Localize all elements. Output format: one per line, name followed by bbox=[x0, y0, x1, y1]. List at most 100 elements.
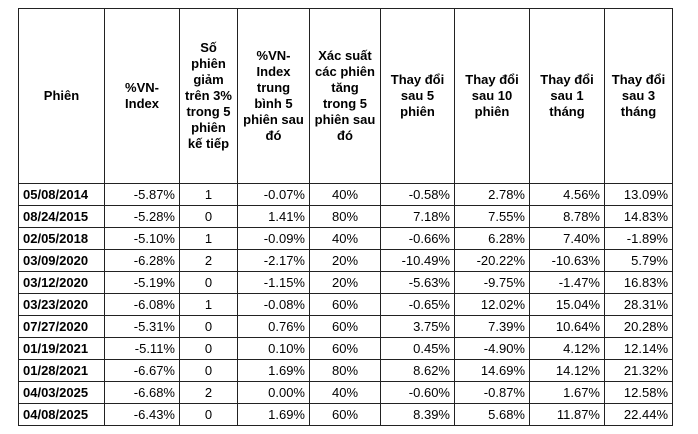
table-row: 05/08/2014 -5.87% 1 -0.07% 40% -0.58% 2.78% 4.5… bbox=[18, 183, 673, 206]
table-cell: 0.76% bbox=[237, 315, 310, 338]
table-cell: 22.44% bbox=[604, 403, 673, 426]
table-cell: -0.08% bbox=[237, 293, 310, 316]
table-cell: 20.28% bbox=[604, 315, 673, 338]
table-cell: 04/08/2025 bbox=[18, 403, 105, 426]
table-cell: 40% bbox=[309, 381, 381, 404]
table-cell: 60% bbox=[309, 293, 381, 316]
table-cell: -6.43% bbox=[104, 403, 180, 426]
header-row: Phiên %VN-Index Số phiên giảm trên 3% tron… bbox=[18, 8, 673, 184]
table-cell: 0 bbox=[179, 403, 238, 426]
table-cell: -4.90% bbox=[454, 337, 530, 360]
table-cell: 01/19/2021 bbox=[18, 337, 105, 360]
table-cell: -1.89% bbox=[604, 227, 673, 250]
table-cell: 14.69% bbox=[454, 359, 530, 382]
table-cell: -5.10% bbox=[104, 227, 180, 250]
table-cell: 1.41% bbox=[237, 205, 310, 228]
table-cell: 0.00% bbox=[237, 381, 310, 404]
table-cell: 2 bbox=[179, 381, 238, 404]
table-cell: 08/24/2015 bbox=[18, 205, 105, 228]
table-cell: 12.58% bbox=[604, 381, 673, 404]
table-cell: 3.75% bbox=[380, 315, 455, 338]
table-cell: 1.69% bbox=[237, 359, 310, 382]
table-cell: 7.55% bbox=[454, 205, 530, 228]
table-cell: 0 bbox=[179, 315, 238, 338]
table-cell: -0.07% bbox=[237, 183, 310, 206]
table-cell: 60% bbox=[309, 315, 381, 338]
table-cell: 80% bbox=[309, 205, 381, 228]
table-cell: -2.17% bbox=[237, 249, 310, 272]
table-cell: 0.45% bbox=[380, 337, 455, 360]
table-cell: 8.78% bbox=[529, 205, 605, 228]
header-cell: Thay đổi sau 10 phiên bbox=[454, 8, 530, 184]
table-cell: 03/23/2020 bbox=[18, 293, 105, 316]
table-cell: 40% bbox=[309, 227, 381, 250]
table-cell: 12.02% bbox=[454, 293, 530, 316]
table-cell: 07/27/2020 bbox=[18, 315, 105, 338]
table-cell: 03/09/2020 bbox=[18, 249, 105, 272]
table-cell: 0 bbox=[179, 271, 238, 294]
table-cell: 20% bbox=[309, 271, 381, 294]
table-cell: -6.68% bbox=[104, 381, 180, 404]
table-cell: -0.60% bbox=[380, 381, 455, 404]
table-cell: 1 bbox=[179, 183, 238, 206]
table-cell: 28.31% bbox=[604, 293, 673, 316]
table-cell: -10.63% bbox=[529, 249, 605, 272]
table-cell: 5.79% bbox=[604, 249, 673, 272]
table-cell: 14.12% bbox=[529, 359, 605, 382]
header-cell: %VN-Index bbox=[104, 8, 180, 184]
table-cell: 1.69% bbox=[237, 403, 310, 426]
table-cell: 60% bbox=[309, 337, 381, 360]
header-cell: Phiên bbox=[18, 8, 105, 184]
table-cell: 2 bbox=[179, 249, 238, 272]
table-cell: -6.67% bbox=[104, 359, 180, 382]
table-cell: -20.22% bbox=[454, 249, 530, 272]
table-cell: 5.68% bbox=[454, 403, 530, 426]
table-cell: -6.28% bbox=[104, 249, 180, 272]
table-cell: 02/05/2018 bbox=[18, 227, 105, 250]
table-row: 04/08/2025 -6.43% 0 1.69% 60% 8.39% 5.68% 11.87… bbox=[18, 403, 673, 426]
table-cell: 04/03/2025 bbox=[18, 381, 105, 404]
table-cell: 0 bbox=[179, 205, 238, 228]
table-cell: 16.83% bbox=[604, 271, 673, 294]
table-cell: -1.15% bbox=[237, 271, 310, 294]
table-cell: -5.28% bbox=[104, 205, 180, 228]
table-cell: 7.39% bbox=[454, 315, 530, 338]
table-cell: 10.64% bbox=[529, 315, 605, 338]
table-cell: 05/08/2014 bbox=[18, 183, 105, 206]
table-cell: 4.12% bbox=[529, 337, 605, 360]
table-cell: -0.65% bbox=[380, 293, 455, 316]
table-cell: -10.49% bbox=[380, 249, 455, 272]
table-cell: 20% bbox=[309, 249, 381, 272]
table-cell: -0.87% bbox=[454, 381, 530, 404]
table-cell: -5.87% bbox=[104, 183, 180, 206]
header-cell: Số phiên giảm trên 3% trong 5 phiên kế t… bbox=[179, 8, 238, 184]
table-cell: 7.40% bbox=[529, 227, 605, 250]
table-row: 04/03/2025 -6.68% 2 0.00% 40% -0.60% -0.87% 1.6… bbox=[18, 381, 673, 404]
table-cell: -5.11% bbox=[104, 337, 180, 360]
table-cell: -0.66% bbox=[380, 227, 455, 250]
table-cell: -0.09% bbox=[237, 227, 310, 250]
table-cell: 4.56% bbox=[529, 183, 605, 206]
table-cell: -9.75% bbox=[454, 271, 530, 294]
table-row: 02/05/2018 -5.10% 1 -0.09% 40% -0.66% 6.28% 7.4… bbox=[18, 227, 673, 250]
table-cell: 8.39% bbox=[380, 403, 455, 426]
table-cell: -5.31% bbox=[104, 315, 180, 338]
table-row: 08/24/2015 -5.28% 0 1.41% 80% 7.18% 7.55% 8.78%… bbox=[18, 205, 673, 228]
table-row: 03/09/2020 -6.28% 2 -2.17% 20% -10.49% -20.22%… bbox=[18, 249, 673, 272]
table-cell: 03/12/2020 bbox=[18, 271, 105, 294]
table-cell: 2.78% bbox=[454, 183, 530, 206]
table-row: 03/23/2020 -6.08% 1 -0.08% 60% -0.65% 12.02% 15… bbox=[18, 293, 673, 316]
header-cell: Thay đổi sau 5 phiên bbox=[380, 8, 455, 184]
table-cell: -5.19% bbox=[104, 271, 180, 294]
table-cell: 21.32% bbox=[604, 359, 673, 382]
table-cell: -6.08% bbox=[104, 293, 180, 316]
table-cell: 1 bbox=[179, 293, 238, 316]
header-cell: %VN-Index trung bình 5 phiên sau đó bbox=[237, 8, 310, 184]
table-cell: 40% bbox=[309, 183, 381, 206]
header-cell: Xác suất các phiên tăng trong 5 phiên sa… bbox=[309, 8, 381, 184]
table-cell: 60% bbox=[309, 403, 381, 426]
data-table: Phiên %VN-Index Số phiên giảm trên 3% tron… bbox=[18, 8, 673, 426]
header-cell: Thay đổi sau 3 tháng bbox=[604, 8, 673, 184]
table-cell: 7.18% bbox=[380, 205, 455, 228]
table-cell: -5.63% bbox=[380, 271, 455, 294]
